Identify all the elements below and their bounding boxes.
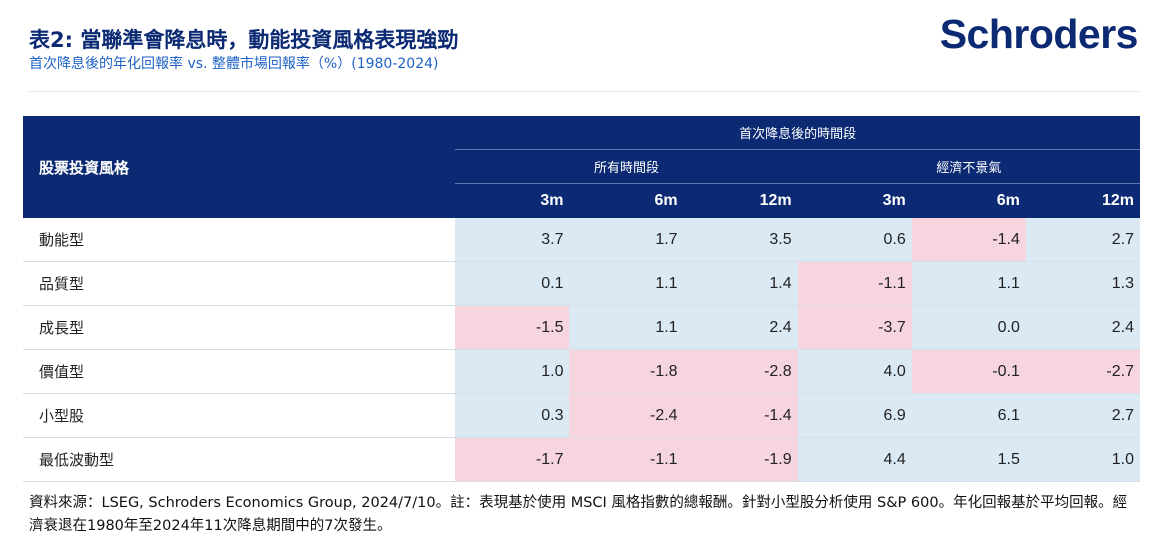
column-header: 3m <box>797 183 912 218</box>
row-label: 小型股 <box>23 393 456 438</box>
returns-table: 股票投資風格 首次降息後的時間段 所有時間段 經濟不景氣 3m 6m 12m 3… <box>23 116 1140 482</box>
table-cell: 1.1 <box>911 261 1026 306</box>
table-cell: -2.8 <box>683 349 798 394</box>
table-cell: -1.8 <box>569 349 684 394</box>
table-cell: -2.4 <box>569 393 684 438</box>
column-header: 6m <box>569 183 684 218</box>
table-cell: 4.0 <box>797 349 912 394</box>
table-cell: 1.0 <box>455 349 570 394</box>
corner-header: 股票投資風格 <box>23 116 456 218</box>
group-header-all: 所有時間段 <box>455 149 798 184</box>
table-body: 動能型 3.7 1.7 3.5 0.6 -1.4 2.7 品質型 0.1 1.1 1.4 -1.1 1.… <box>23 218 1140 482</box>
page-subtitle: 首次降息後的年化回報率 vs. 整體市場回報率（%）(1980-2024) <box>29 56 439 72</box>
table-cell: 3.5 <box>683 218 798 262</box>
divider <box>29 91 1139 93</box>
table-cell: 3.7 <box>455 218 570 262</box>
table-cell: 1.1 <box>569 261 684 306</box>
table-cell: 1.1 <box>569 305 684 350</box>
table-cell: 0.0 <box>911 305 1026 350</box>
table-cell: -2.7 <box>1025 349 1140 394</box>
table-cell: 1.7 <box>569 218 684 262</box>
table-cell: -0.1 <box>911 349 1026 394</box>
row-label: 動能型 <box>23 218 456 262</box>
table-row: 動能型 3.7 1.7 3.5 0.6 -1.4 2.7 <box>23 218 1140 262</box>
source-footnote: 資料來源：LSEG, Schroders Economics Group, 20… <box>29 495 1128 534</box>
table-cell: 1.0 <box>1025 437 1140 482</box>
table-cell: 2.7 <box>1025 218 1140 262</box>
row-label: 價值型 <box>23 349 456 394</box>
table-cell: -1.1 <box>797 261 912 306</box>
table-row: 最低波動型 -1.7 -1.1 -1.9 4.4 1.5 1.0 <box>23 437 1140 482</box>
table-cell: 2.4 <box>683 305 798 350</box>
table-cell: 1.3 <box>1025 261 1140 306</box>
row-label: 最低波動型 <box>23 437 456 482</box>
table-cell: 2.7 <box>1025 393 1140 438</box>
column-header: 12m <box>683 183 798 218</box>
table-cell: -1.5 <box>455 305 570 350</box>
column-header: 6m <box>911 183 1026 218</box>
table-cell: -3.7 <box>797 305 912 350</box>
table-row: 小型股 0.3 -2.4 -1.4 6.9 6.1 2.7 <box>23 393 1140 438</box>
table-cell: 0.3 <box>455 393 570 438</box>
table-cell: -1.7 <box>455 437 570 482</box>
table-cell: -1.9 <box>683 437 798 482</box>
table-cell: 4.4 <box>797 437 912 482</box>
table-cell: 6.9 <box>797 393 912 438</box>
table-cell: 0.6 <box>797 218 912 262</box>
period-group-header: 首次降息後的時間段 <box>455 116 1140 150</box>
table-cell: 0.1 <box>455 261 570 306</box>
brand-logo: Schroders <box>939 11 1139 57</box>
row-label: 品質型 <box>23 261 456 306</box>
row-label: 成長型 <box>23 305 456 350</box>
column-header: 12m <box>1025 183 1140 218</box>
table-cell: 1.4 <box>683 261 798 306</box>
table-row: 品質型 0.1 1.1 1.4 -1.1 1.1 1.3 <box>23 261 1140 306</box>
table-row: 成長型 -1.5 1.1 2.4 -3.7 0.0 2.4 <box>23 305 1140 350</box>
table-cell: -1.4 <box>911 218 1026 262</box>
column-header: 3m <box>455 183 570 218</box>
table-cell: 6.1 <box>911 393 1026 438</box>
table-cell: 2.4 <box>1025 305 1140 350</box>
table-cell: -1.4 <box>683 393 798 438</box>
table-cell: -1.1 <box>569 437 684 482</box>
table-row: 價值型 1.0 -1.8 -2.8 4.0 -0.1 -2.7 <box>23 349 1140 394</box>
table-cell: 1.5 <box>911 437 1026 482</box>
group-header-recession: 經濟不景氣 <box>797 149 1140 184</box>
page-title: 表2: 當聯準會降息時，動能投資風格表現強勁 <box>29 28 459 52</box>
